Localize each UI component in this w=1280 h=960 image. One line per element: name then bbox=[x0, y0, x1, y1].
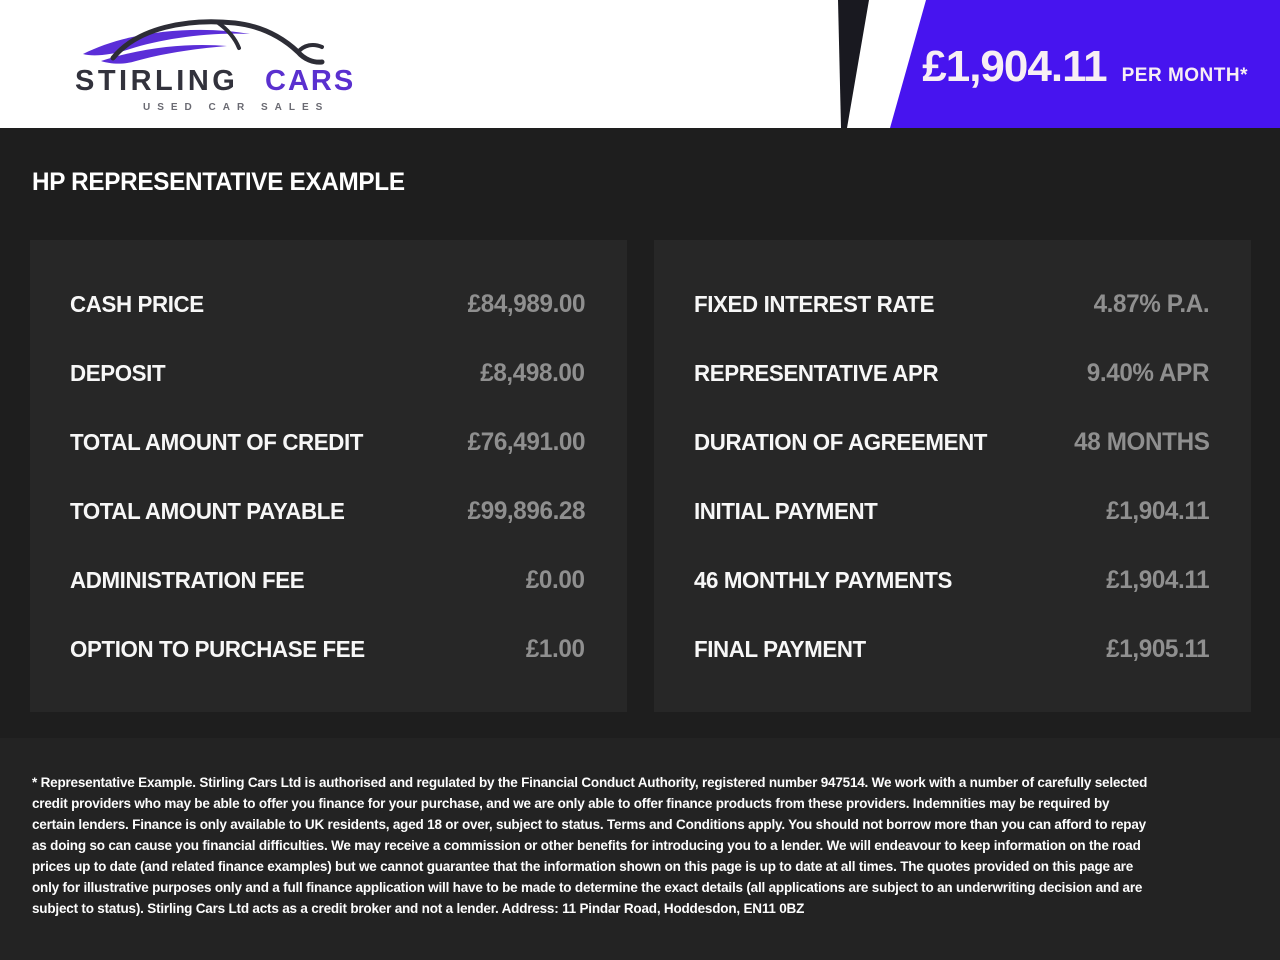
finance-value: £99,896.28 bbox=[467, 497, 586, 525]
car-logo-icon: STIRLING CARS USED CAR SALES bbox=[75, 19, 355, 113]
disclaimer-text: * Representative Example. Stirling Cars … bbox=[32, 775, 1148, 916]
finance-row-duration: DURATION OF AGREEMENT 48 MONTHS bbox=[694, 408, 1209, 477]
finance-value: 48 MONTHS bbox=[1073, 428, 1210, 456]
finance-label: FIXED INTEREST RATE bbox=[694, 291, 935, 317]
finance-row-interest-rate: FIXED INTEREST RATE 4.87% P.A. bbox=[694, 270, 1209, 339]
finance-value: £84,989.00 bbox=[467, 290, 586, 318]
price-banner bbox=[890, 0, 1280, 128]
finance-value: £1,904.11 bbox=[1105, 497, 1209, 525]
finance-value: £1,904.11 bbox=[1105, 566, 1209, 594]
finance-label: DURATION OF AGREEMENT bbox=[694, 429, 988, 455]
finance-label: TOTAL AMOUNT PAYABLE bbox=[70, 498, 345, 524]
price-banner-text: £1,904.11 PER MONTH* bbox=[922, 42, 1248, 92]
finance-value: £1.00 bbox=[526, 635, 585, 663]
finance-label: TOTAL AMOUNT OF CREDIT bbox=[70, 429, 364, 455]
finance-label: REPRESENTATIVE APR bbox=[694, 360, 939, 386]
finance-row-total-credit: TOTAL AMOUNT OF CREDIT £76,491.00 bbox=[70, 408, 585, 477]
finance-label: INITIAL PAYMENT bbox=[694, 498, 878, 524]
finance-label: ADMINISTRATION FEE bbox=[70, 567, 305, 593]
finance-row-final-payment: FINAL PAYMENT £1,905.11 bbox=[694, 615, 1209, 684]
finance-row-initial-payment: INITIAL PAYMENT £1,904.11 bbox=[694, 477, 1209, 546]
finance-row-apr: REPRESENTATIVE APR 9.40% APR bbox=[694, 339, 1209, 408]
finance-row-option-fee: OPTION TO PURCHASE FEE £1.00 bbox=[70, 615, 585, 684]
angled-divider-shape bbox=[838, 0, 869, 128]
finance-value: 4.87% P.A. bbox=[1093, 290, 1209, 318]
finance-panel-left: CASH PRICE £84,989.00 DEPOSIT £8,498.00 … bbox=[30, 240, 627, 712]
logo-tagline: USED CAR SALES bbox=[143, 102, 329, 113]
finance-value: £1,905.11 bbox=[1105, 635, 1209, 663]
finance-row-deposit: DEPOSIT £8,498.00 bbox=[70, 339, 585, 408]
finance-row-total-payable: TOTAL AMOUNT PAYABLE £99,896.28 bbox=[70, 477, 585, 546]
page-title: HP REPRESENTATIVE EXAMPLE bbox=[32, 168, 405, 196]
finance-label: CASH PRICE bbox=[70, 291, 204, 317]
monthly-price-amount: £1,904.11 bbox=[922, 42, 1107, 91]
finance-row-monthly-payments: 46 MONTHLY PAYMENTS £1,904.11 bbox=[694, 546, 1209, 615]
finance-value: £8,498.00 bbox=[480, 359, 586, 387]
finance-label: OPTION TO PURCHASE FEE bbox=[70, 636, 365, 662]
finance-panel-right: FIXED INTEREST RATE 4.87% P.A. REPRESENT… bbox=[654, 240, 1251, 712]
finance-value: £76,491.00 bbox=[467, 428, 586, 456]
header: STIRLING CARS USED CAR SALES £1,904.11 P… bbox=[0, 0, 1280, 128]
logo-brand-secondary: CARS bbox=[265, 65, 355, 97]
finance-value: 9.40% APR bbox=[1086, 359, 1210, 387]
stirling-cars-logo[interactable]: STIRLING CARS USED CAR SALES bbox=[75, 14, 365, 118]
finance-label: DEPOSIT bbox=[70, 360, 166, 386]
monthly-price-period: PER MONTH* bbox=[1121, 65, 1248, 86]
finance-row-admin-fee: ADMINISTRATION FEE £0.00 bbox=[70, 546, 585, 615]
finance-value: £0.00 bbox=[526, 566, 585, 594]
logo-brand-primary: STIRLING bbox=[75, 65, 238, 97]
footer: * Representative Example. Stirling Cars … bbox=[0, 738, 1280, 960]
finance-label: FINAL PAYMENT bbox=[694, 636, 866, 662]
finance-label: 46 MONTHLY PAYMENTS bbox=[694, 567, 952, 593]
finance-row-cash-price: CASH PRICE £84,989.00 bbox=[70, 270, 585, 339]
